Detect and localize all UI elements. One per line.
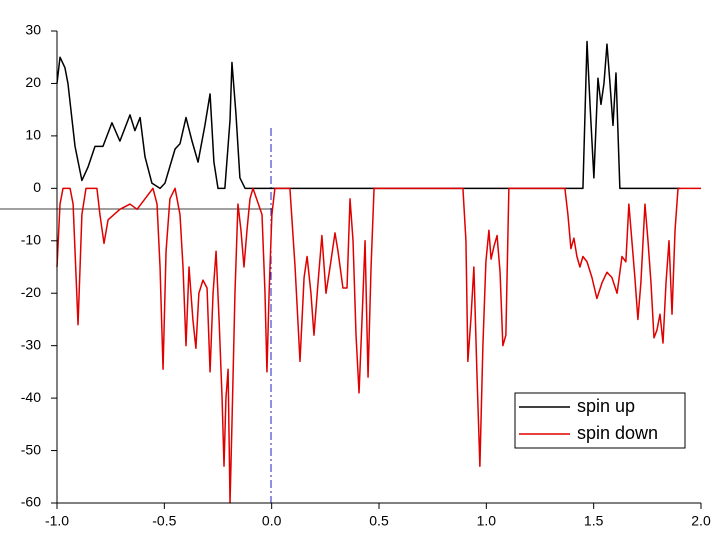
y-tick-label: -20 <box>21 284 41 300</box>
series-line <box>56 40 680 190</box>
legend-label: spin down <box>577 423 658 443</box>
y-tick-label: -50 <box>21 441 41 457</box>
y-tick-label: 30 <box>25 22 41 38</box>
series-line <box>56 187 701 504</box>
y-tick-label: 0 <box>33 179 41 195</box>
y-tick-label: -10 <box>21 231 41 247</box>
y-tick-label: 10 <box>25 127 41 143</box>
x-tick-label: -1.0 <box>45 513 69 529</box>
x-tick-label: 1.5 <box>584 513 604 529</box>
y-tick-label: -60 <box>21 494 41 510</box>
y-tick-label: 20 <box>25 74 41 90</box>
y-tick-label: -30 <box>21 336 41 352</box>
legend-box <box>514 392 686 449</box>
x-tick-label: 2.0 <box>691 513 711 529</box>
x-tick-label: 0.0 <box>262 513 282 529</box>
x-tick-label: 1.0 <box>477 513 497 529</box>
x-tick-label: 0.5 <box>369 513 389 529</box>
x-tick-label: -0.5 <box>152 513 176 529</box>
y-tick-label: -40 <box>21 389 41 405</box>
legend-label: spin up <box>577 396 635 416</box>
plot-area <box>56 40 701 504</box>
